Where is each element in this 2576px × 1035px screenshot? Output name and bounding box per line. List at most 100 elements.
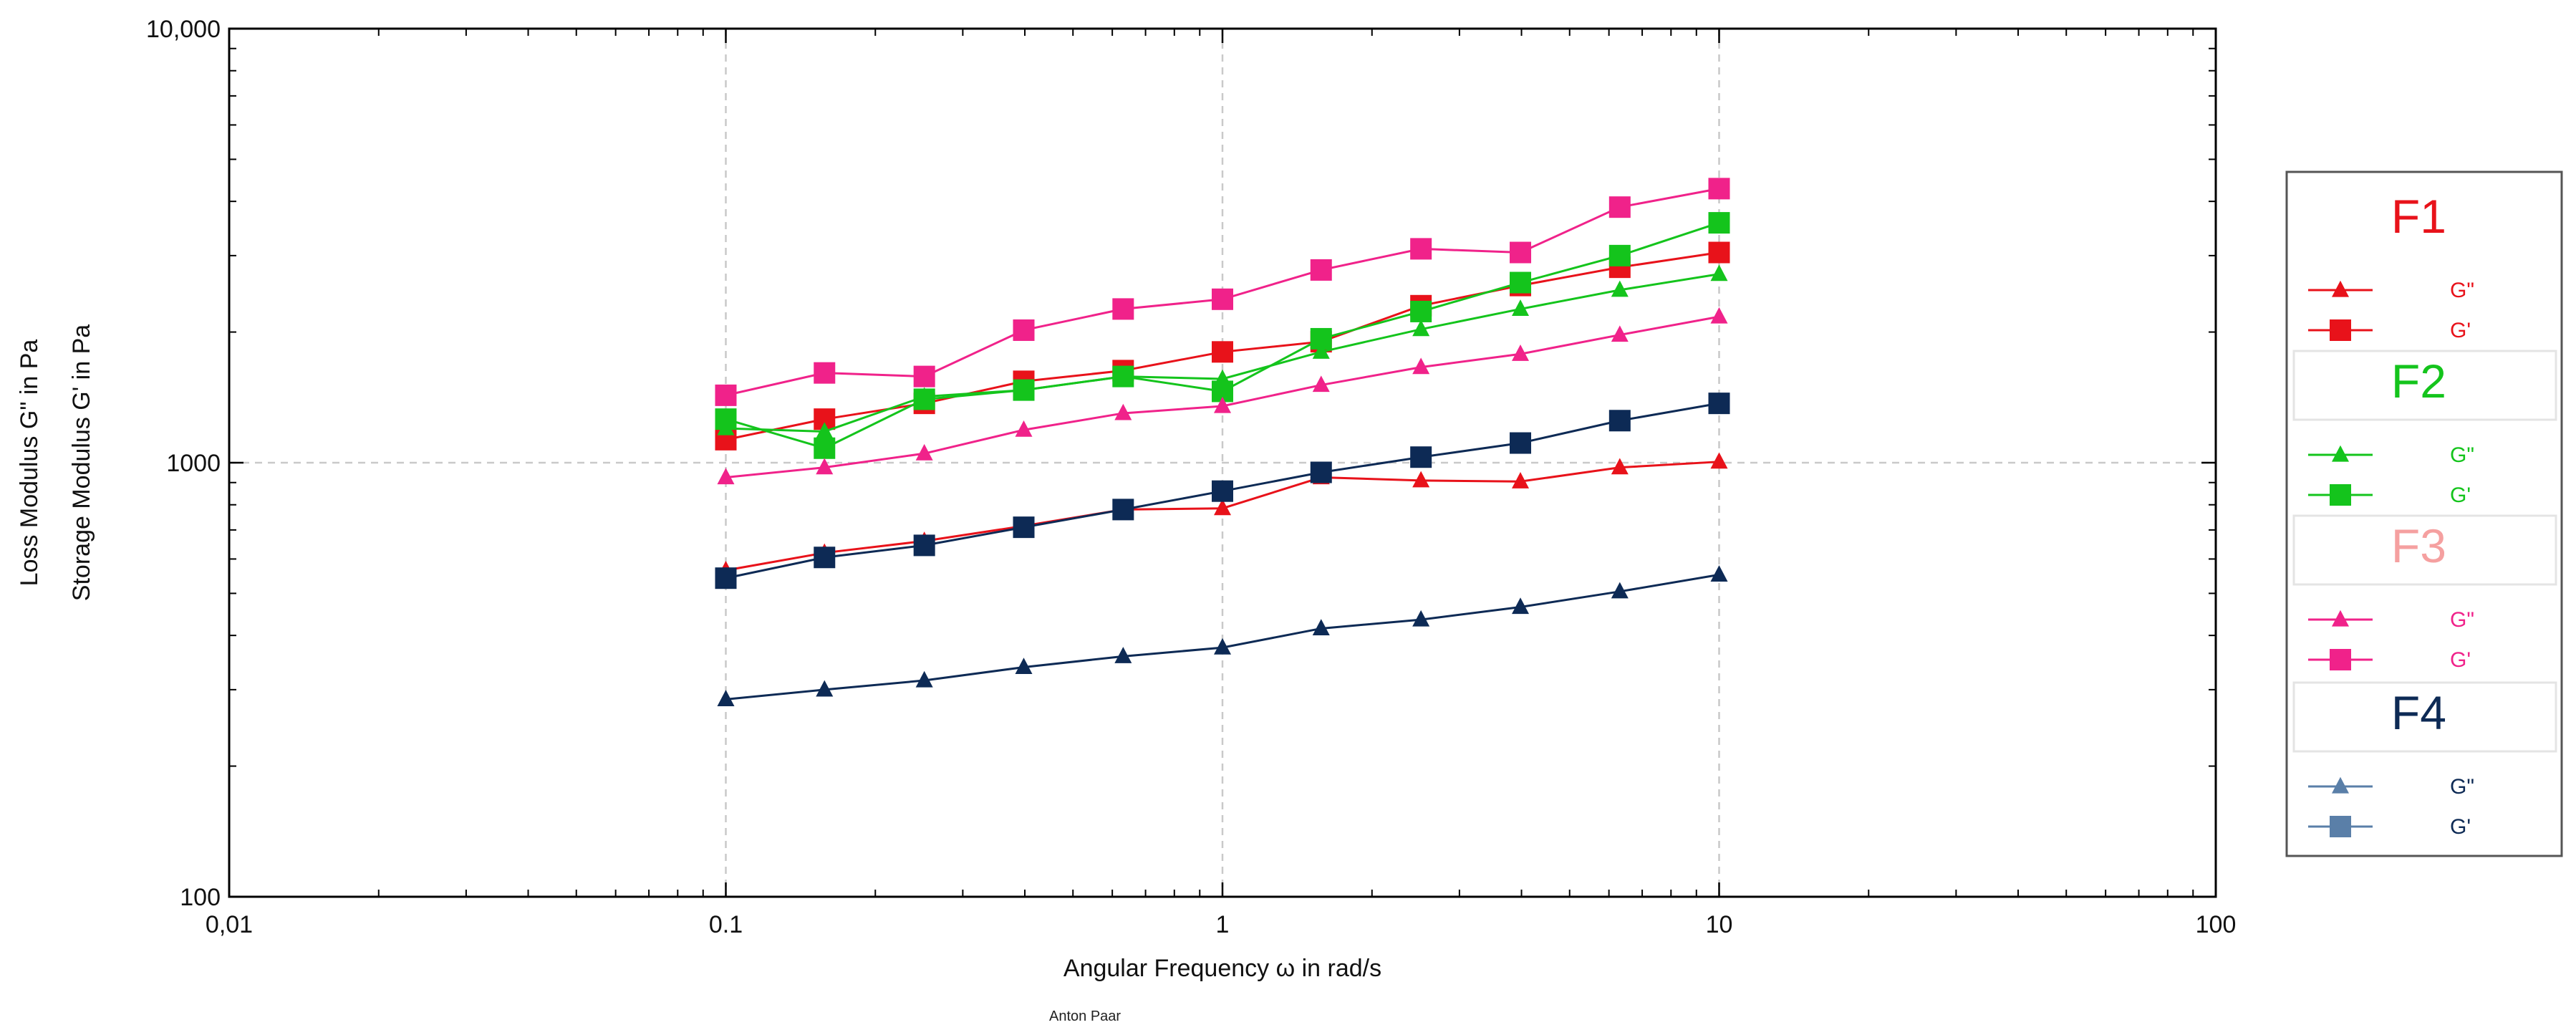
- legend-square-marker: [2330, 816, 2351, 837]
- legend-group-f3: F3 G" G': [2292, 514, 2557, 672]
- data-point-f2-loss-modulus: [1512, 299, 1530, 316]
- legend-frame: [2285, 170, 2563, 857]
- data-point-f3-loss-modulus: [816, 458, 834, 475]
- data-point-f3-loss-modulus: [1312, 375, 1330, 393]
- legend-square-marker: [2330, 319, 2351, 341]
- data-point-f3-storage-modulus: [1212, 288, 1233, 310]
- data-point-f4-loss-modulus: [1710, 565, 1728, 582]
- data-point-f2-storage-modulus: [1708, 212, 1730, 234]
- data-point-f2-loss-modulus: [1312, 342, 1330, 359]
- minor-ticks: [229, 29, 2216, 897]
- data-point-f3-loss-modulus: [1214, 396, 1231, 413]
- legend-entry-label: G': [2450, 815, 2471, 839]
- series-f2-storage-modulus: [715, 212, 1730, 459]
- data-point-f4-storage-modulus: [1708, 393, 1730, 415]
- y-tick-label: 100: [180, 884, 221, 911]
- data-point-f3-loss-modulus: [717, 468, 735, 485]
- legend-group-title: F2: [2391, 355, 2446, 408]
- data-point-f3-storage-modulus: [1608, 196, 1631, 218]
- data-point-f4-loss-modulus: [717, 690, 735, 706]
- data-series: [715, 178, 1730, 706]
- data-point-f2-storage-modulus: [1410, 300, 1432, 322]
- legend-group-title: F3: [2391, 519, 2446, 572]
- data-point-f1-loss-modulus: [1512, 472, 1530, 488]
- data-point-f3-loss-modulus: [1611, 325, 1629, 342]
- legend-triangle-marker: [2332, 610, 2349, 627]
- x-tick-labels: 0,01 0.1 1 10 100: [206, 911, 2236, 938]
- data-point-f4-loss-modulus: [1214, 637, 1231, 655]
- series-f4-storage-modulus: [715, 393, 1730, 589]
- data-point-f2-storage-modulus: [1310, 327, 1332, 350]
- legend-triangle-marker: [2332, 445, 2349, 462]
- data-point-f4-storage-modulus: [1510, 432, 1532, 454]
- series-f4-loss-modulus: [717, 565, 1728, 706]
- x-tick-label: 1: [1216, 911, 1230, 938]
- series-f3-storage-modulus: [715, 178, 1730, 406]
- data-point-f2-storage-modulus: [913, 388, 935, 410]
- legend-entry: G': [2308, 483, 2471, 507]
- data-point-f4-loss-modulus: [1114, 647, 1132, 663]
- data-point-f4-storage-modulus: [1410, 446, 1432, 468]
- data-point-f4-loss-modulus: [1611, 582, 1629, 599]
- data-point-f2-loss-modulus: [1710, 264, 1728, 281]
- data-point-f2-storage-modulus: [1608, 244, 1631, 266]
- data-point-f3-storage-modulus: [1510, 241, 1532, 264]
- data-point-f2-storage-modulus: [1013, 379, 1035, 401]
- legend-entry: G": [2308, 443, 2474, 467]
- y-tick-label: 1000: [166, 450, 221, 477]
- legend-group-f4: F4 G" G': [2292, 681, 2557, 839]
- legend-entry: G": [2308, 279, 2474, 302]
- legend-group-header-box: [2292, 681, 2557, 753]
- data-point-f1-loss-modulus: [1412, 471, 1430, 488]
- legend: F1G"G'F2G"G'F3G"G'F4G"G': [2285, 170, 2563, 857]
- data-point-f2-loss-modulus: [1412, 319, 1430, 337]
- data-point-f3-loss-modulus: [1114, 403, 1132, 420]
- legend-triangle-marker: [2332, 776, 2349, 794]
- data-point-f2-storage-modulus: [814, 437, 836, 459]
- y-axis-title-loss-modulus: Loss Modulus G" in Pa: [16, 340, 43, 587]
- data-point-f3-storage-modulus: [1410, 238, 1432, 260]
- data-point-f4-loss-modulus: [1015, 658, 1033, 675]
- plot-area-frame: [228, 27, 2217, 898]
- grid-lines: [229, 29, 2216, 897]
- data-point-f4-storage-modulus: [1212, 480, 1233, 502]
- legend-entry-label: G': [2450, 648, 2471, 672]
- data-point-f3-loss-modulus: [1412, 357, 1430, 375]
- legend-entry-label: G": [2450, 443, 2474, 467]
- data-point-f1-loss-modulus: [1611, 458, 1629, 475]
- x-tick-label: 0,01: [206, 911, 253, 938]
- legend-entry: G': [2308, 815, 2471, 839]
- data-point-f3-loss-modulus: [1512, 345, 1530, 361]
- data-point-f3-storage-modulus: [1013, 319, 1035, 341]
- data-point-f3-storage-modulus: [1310, 259, 1332, 281]
- legend-entry-label: G': [2450, 483, 2471, 507]
- data-point-f4-storage-modulus: [814, 547, 836, 569]
- data-point-f2-storage-modulus: [1112, 365, 1134, 387]
- legend-entry-label: G": [2450, 775, 2474, 799]
- data-point-f4-loss-modulus: [1412, 610, 1430, 627]
- data-point-f4-storage-modulus: [715, 567, 737, 589]
- data-point-f3-storage-modulus: [814, 362, 836, 384]
- legend-group-header-box: [2292, 350, 2557, 421]
- data-point-f3-loss-modulus: [1710, 307, 1728, 324]
- data-point-f2-loss-modulus: [1611, 280, 1629, 297]
- legend-triangle-marker: [2332, 280, 2349, 297]
- legend-entry: G': [2308, 319, 2471, 342]
- legend-group-f2: F2 G" G': [2292, 350, 2557, 507]
- legend-group-f1: F1 G" G': [2308, 190, 2474, 342]
- legend-square-marker: [2330, 649, 2351, 670]
- data-point-f4-storage-modulus: [1310, 461, 1332, 483]
- data-point-f2-storage-modulus: [1510, 271, 1532, 294]
- series-line-f1-loss-modulus: [725, 461, 1719, 572]
- data-point-f4-loss-modulus: [1312, 619, 1330, 636]
- data-point-f2-storage-modulus: [715, 408, 737, 430]
- credit-label: Anton Paar: [1049, 1008, 1121, 1024]
- data-point-f4-storage-modulus: [1013, 516, 1035, 539]
- data-point-f3-loss-modulus: [1015, 420, 1033, 437]
- data-point-f1-loss-modulus: [1710, 452, 1728, 469]
- y-axis-title-storage-modulus: Storage Modulus G' in Pa: [68, 324, 95, 601]
- x-tick-label: 10: [1706, 911, 1733, 938]
- legend-group-header-box: [2292, 514, 2557, 586]
- data-point-f3-loss-modulus: [915, 443, 933, 461]
